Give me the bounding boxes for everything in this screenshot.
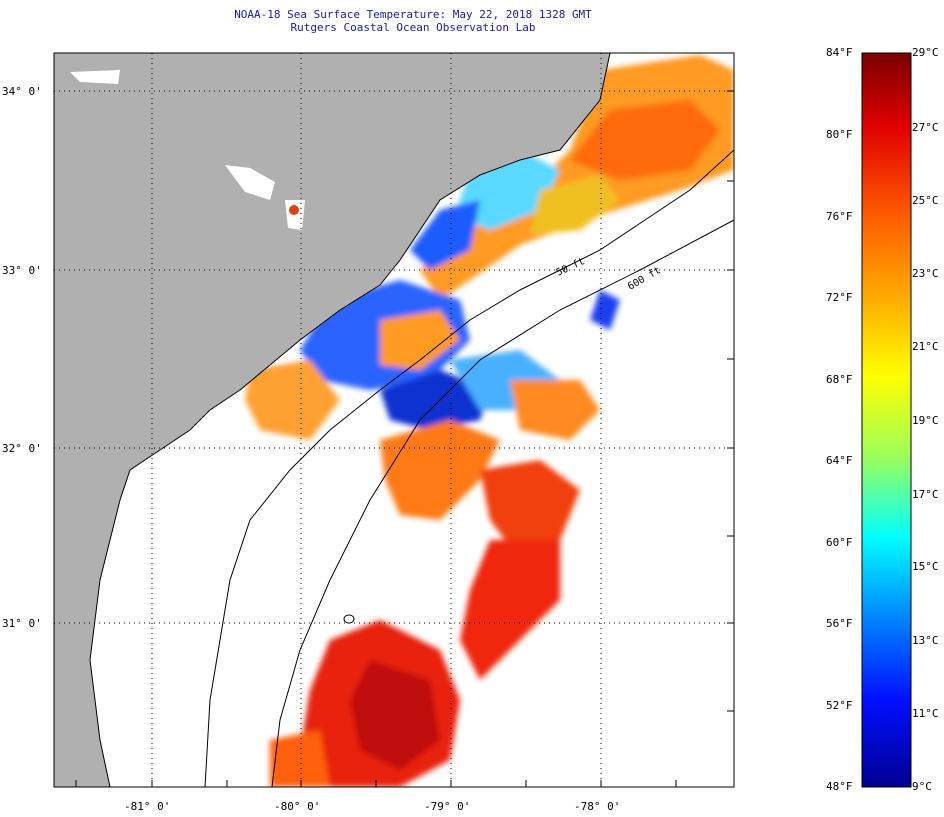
graticule [54,53,734,787]
land-mass [54,53,610,787]
colorbar-c-label: 19°C [912,414,939,427]
lon-label-80: -80° 0' [274,800,321,813]
colorbar-c-label: 9°C [912,780,932,793]
lat-label-33: 33° 0' [2,264,42,277]
colorbar-f-label: 68°F [826,373,853,386]
map-title: NOAA-18 Sea Surface Temperature: May 22,… [234,8,592,21]
lat-label-34: 34° 0' [2,85,42,98]
map-subtitle: Rutgers Coastal Ocean Observation Lab [290,21,536,34]
colorbar-c-label: 23°C [912,267,939,280]
colorbar-c-label: 13°C [912,634,939,647]
lon-label-81: -81° 0' [124,800,171,813]
colorbar-c-label: 15°C [912,560,939,573]
colorbar-f-label: 72°F [826,291,853,304]
map-frame [53,52,735,788]
colorbar-c-label: 17°C [912,488,939,501]
colorbar-c-label: 21°C [912,340,939,353]
lat-label-32: 32° 0' [2,442,42,455]
tick-marks [75,90,734,787]
colorbar-f-label: 76°F [826,210,853,223]
lon-label-79: -79° 0' [424,800,471,813]
colorbar-f-label: 60°F [826,536,853,549]
colorbar-f-label: 48°F [826,780,853,793]
colorbar-f-label: 64°F [826,454,853,467]
colorbar-f-label: 84°F [826,46,853,59]
lat-label-31: 31° 0' [2,617,42,630]
colorbar-c-label: 11°C [912,707,939,720]
colorbar-f-label: 52°F [826,699,853,712]
colorbar-c-label: 27°C [912,121,939,134]
colorbar-c-label: 25°C [912,194,939,207]
lon-label-78: -78° 0' [574,800,621,813]
colorbar [861,52,912,788]
colorbar-f-label: 56°F [826,617,853,630]
colorbar-f-label: 80°F [826,128,853,141]
colorbar-c-label: 29°C [912,46,939,59]
